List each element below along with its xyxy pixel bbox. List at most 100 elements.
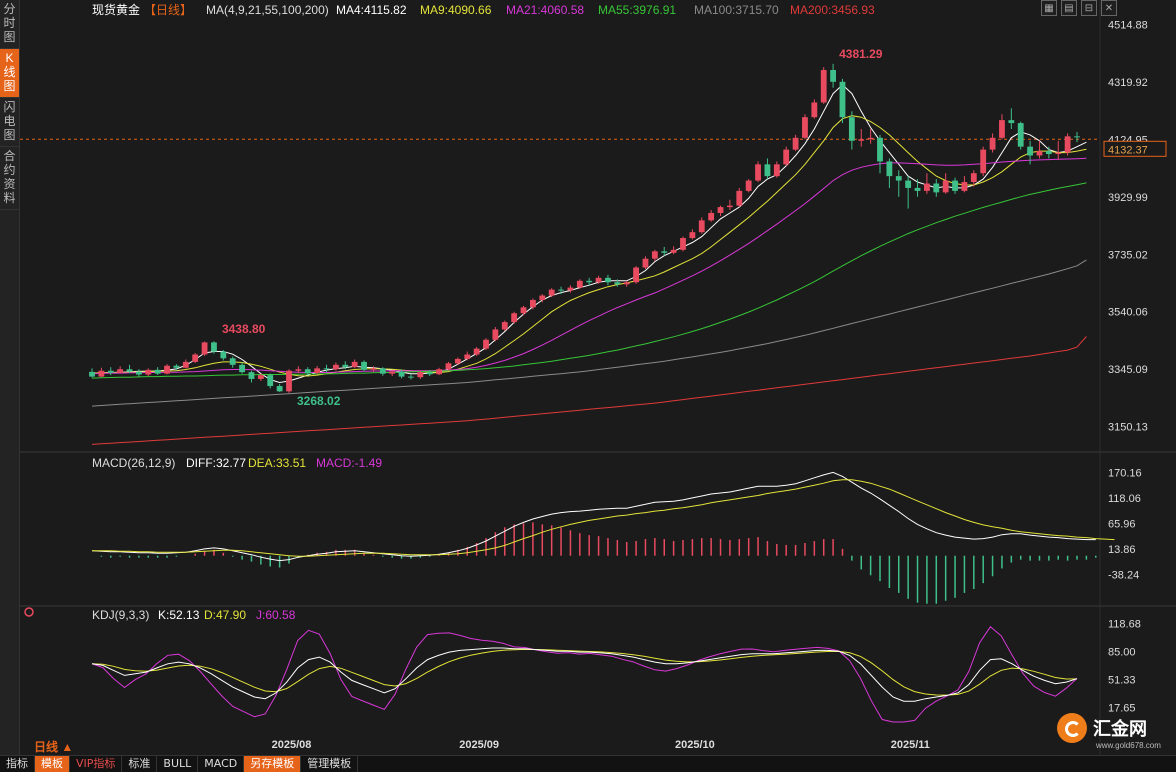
- kdj-y-tick: 17.65: [1108, 702, 1136, 714]
- candle-body: [952, 180, 958, 191]
- macd-y-tick: 118.06: [1108, 493, 1141, 505]
- candle-body: [1064, 136, 1071, 153]
- main-y-tick: 4514.88: [1108, 19, 1148, 31]
- x-tick-label: 2025/08: [272, 739, 312, 751]
- candle-body: [276, 386, 283, 392]
- logo-name: 汇金网: [1093, 719, 1147, 739]
- bottom-tab-5[interactable]: MACD: [198, 756, 245, 772]
- candle-body: [783, 149, 790, 165]
- candle-body: [867, 137, 874, 140]
- candle-body: [154, 369, 161, 374]
- candle-body: [379, 368, 386, 374]
- ma-legend-4: MA100:3715.70: [694, 3, 779, 17]
- candle-body: [239, 364, 246, 373]
- macd-header: MACD(26,12,9): [92, 456, 175, 470]
- bottom-tab-3[interactable]: 标准: [122, 756, 158, 772]
- candle-body: [126, 369, 133, 372]
- candle-body: [257, 375, 264, 379]
- kdj-j-line: [91, 626, 1078, 723]
- main-y-tick: 3150.13: [1108, 422, 1148, 434]
- candle-body: [473, 348, 480, 355]
- period-tag: 【日线】: [144, 3, 192, 17]
- ma-legend-0: MA4:4115.82: [336, 3, 407, 17]
- candle-body: [605, 277, 611, 283]
- candle-body: [970, 173, 977, 183]
- close-icon[interactable]: ✕: [1101, 0, 1117, 16]
- candle-body: [942, 180, 949, 193]
- candle-body: [1074, 136, 1080, 138]
- candle-body: [286, 370, 292, 392]
- candle-body: [1045, 151, 1052, 155]
- ma-line-ma55: [91, 182, 1087, 379]
- candle-body: [820, 70, 827, 103]
- candle-body: [905, 180, 912, 188]
- candle-body: [736, 190, 743, 206]
- peak-label: 3438.80: [222, 322, 266, 336]
- bottom-tab-0[interactable]: 指标: [0, 756, 35, 772]
- candle-body: [398, 371, 405, 377]
- bottom-tab-1[interactable]: 模板: [35, 756, 70, 772]
- bottom-tab-4[interactable]: BULL: [157, 756, 199, 772]
- chart-area[interactable]: 4514.884319.924124.953929.993735.023540.…: [20, 0, 1176, 755]
- candle-body: [501, 322, 508, 330]
- candle-body: [933, 183, 940, 193]
- current-price-label: 4132.37: [1108, 144, 1148, 156]
- bottom-tab-7[interactable]: 管理模板: [301, 756, 359, 772]
- candle-body: [595, 277, 602, 283]
- candle-body: [1027, 146, 1034, 156]
- ma-header: MA(4,9,21,55,100,200): [206, 3, 329, 17]
- low-label: 3268.02: [297, 394, 341, 408]
- left-tab-3[interactable]: 合约资料: [0, 147, 19, 210]
- candle-body: [745, 180, 752, 191]
- candle-body: [811, 102, 818, 118]
- candle-body: [1055, 152, 1062, 155]
- candle-body: [764, 164, 771, 177]
- candle-body: [670, 249, 677, 253]
- instrument-name: 现货黄金: [92, 2, 140, 17]
- kdj-k-line: [91, 647, 1078, 702]
- pin-icon[interactable]: ⊟: [1081, 0, 1097, 16]
- candle-body: [567, 287, 574, 291]
- candle-body: [323, 368, 330, 370]
- candle-body: [492, 329, 499, 340]
- period-label[interactable]: 日线 ▲: [34, 740, 74, 754]
- bottom-tab-2[interactable]: VIP指标: [70, 756, 123, 772]
- candle-body: [511, 313, 518, 323]
- bottom-toolbar: 指标 模板 VIP指标 标准 BULL MACD 另存模板 管理模板: [0, 755, 1176, 772]
- macd-y-tick: -38.24: [1108, 569, 1139, 581]
- candle-body: [1008, 120, 1015, 124]
- candle-body: [304, 369, 311, 374]
- candle-body: [445, 363, 452, 370]
- candle-body: [708, 212, 715, 221]
- ma-line-ma100: [91, 259, 1087, 407]
- candle-body: [529, 299, 536, 308]
- ma-line-ma4: [91, 84, 1087, 384]
- layout-icon[interactable]: ▤: [1061, 0, 1077, 16]
- candle-body: [680, 238, 686, 250]
- left-tab-1[interactable]: K线图: [0, 49, 19, 98]
- candle-body: [980, 149, 987, 174]
- candle-body: [642, 258, 649, 268]
- macd-diff-line: [91, 471, 1096, 562]
- window-controls: ▦ ▤ ⊟ ✕: [1041, 0, 1117, 16]
- kdj-d-line: [91, 648, 1078, 696]
- main-y-tick: 3929.99: [1108, 192, 1148, 204]
- candle-body: [520, 307, 527, 314]
- left-tab-0[interactable]: 分时图: [0, 0, 19, 49]
- candle-body: [417, 372, 424, 378]
- candle-body: [107, 370, 114, 373]
- candle-body: [361, 361, 367, 370]
- candle-body: [830, 70, 837, 82]
- candle-body: [886, 161, 893, 177]
- candle-body: [539, 295, 546, 300]
- candle-body: [848, 117, 855, 141]
- candle-body: [332, 364, 339, 370]
- ma-legend-1: MA9:4090.66: [420, 3, 492, 17]
- left-tab-2[interactable]: 闪电图: [0, 98, 19, 147]
- candle-body: [98, 370, 105, 377]
- grid-icon[interactable]: ▦: [1041, 0, 1057, 16]
- x-tick-label: 2025/09: [459, 739, 499, 751]
- candle-body: [1036, 151, 1043, 156]
- bottom-tab-6[interactable]: 另存模板: [244, 756, 302, 772]
- candle-body: [548, 289, 555, 296]
